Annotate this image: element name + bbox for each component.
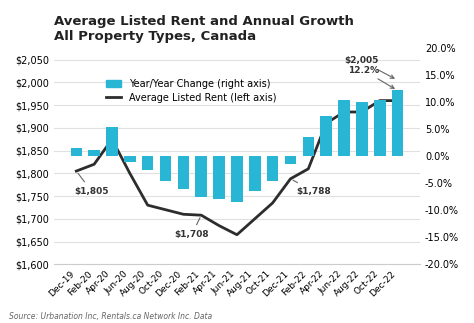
Bar [302, 137, 314, 156]
Bar [320, 116, 332, 156]
Bar [71, 148, 82, 156]
Bar [249, 156, 261, 192]
Legend: Year/Year Change (right axis), Average Listed Rent (left axis): Year/Year Change (right axis), Average L… [106, 79, 276, 103]
Text: $2,005: $2,005 [344, 56, 394, 78]
Bar [213, 156, 225, 200]
Text: $1,805: $1,805 [74, 173, 109, 196]
Bar [267, 156, 278, 181]
Text: $1,708: $1,708 [174, 218, 209, 239]
Bar [178, 156, 189, 189]
Bar [374, 99, 385, 156]
Bar [285, 156, 296, 164]
Bar [231, 156, 243, 202]
Text: Source: Urbanation Inc, Rentals.ca Network Inc. Data: Source: Urbanation Inc, Rentals.ca Netwo… [9, 312, 213, 321]
Bar [160, 156, 171, 181]
Bar [392, 90, 403, 156]
Bar [338, 99, 350, 156]
Bar [142, 156, 154, 170]
Text: $1,788: $1,788 [293, 180, 330, 196]
Bar [106, 127, 118, 156]
Bar [124, 156, 136, 162]
Bar [88, 150, 100, 156]
Bar [195, 156, 207, 197]
Text: Average Listed Rent and Annual Growth
All Property Types, Canada: Average Listed Rent and Annual Growth Al… [54, 15, 354, 43]
Text: 12.2%: 12.2% [347, 66, 394, 89]
Bar [356, 102, 368, 156]
